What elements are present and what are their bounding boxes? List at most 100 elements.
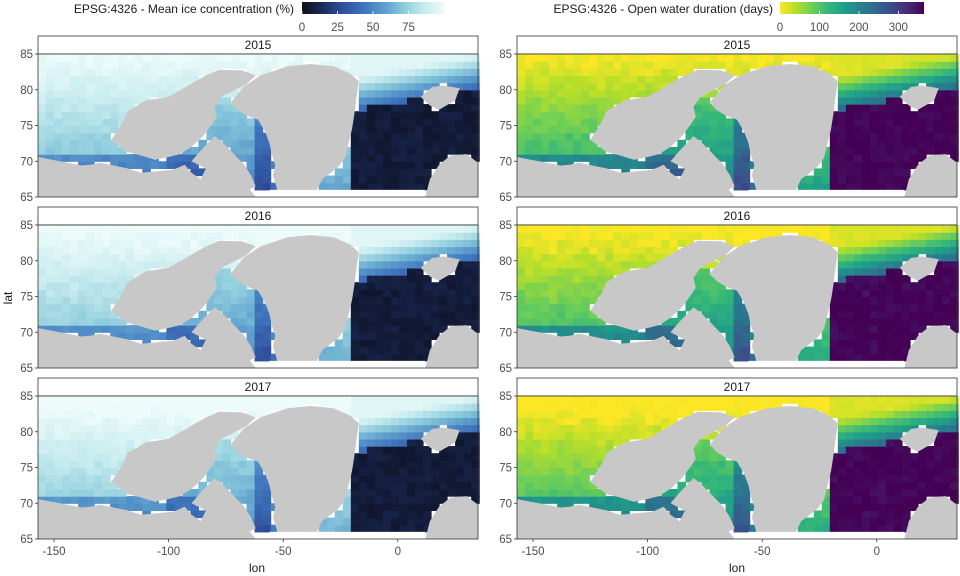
raster-cell (70, 239, 79, 248)
raster-cell (869, 182, 879, 191)
raster-cell (166, 431, 175, 440)
raster-cell (893, 275, 903, 283)
raster-cell (222, 225, 232, 233)
raster-cell (463, 68, 472, 77)
raster-cell (342, 161, 352, 169)
landmass (590, 69, 735, 160)
raster-cell (463, 282, 472, 290)
raster-cell (950, 438, 959, 447)
raster-cell (102, 118, 111, 127)
raster-cell (869, 460, 879, 469)
raster-cell (390, 467, 400, 476)
raster-cell (861, 303, 871, 312)
raster-cell (471, 310, 480, 319)
raster-cell (733, 310, 743, 319)
raster-cell (38, 289, 47, 298)
raster-layer (38, 396, 480, 533)
raster-cell (837, 246, 847, 255)
raster-cell (270, 332, 280, 340)
raster-cell (926, 289, 935, 298)
raster-cell (358, 253, 368, 262)
raster-cell (423, 424, 432, 433)
raster-cell (701, 111, 711, 119)
raster-cell (581, 104, 590, 112)
raster-cell (629, 82, 638, 91)
raster-cell (382, 260, 392, 269)
raster-cell (869, 517, 879, 526)
raster-cell (455, 75, 464, 84)
raster-cell (414, 260, 424, 269)
raster-cell (605, 403, 614, 411)
raster-cell (62, 325, 71, 333)
raster-cell (374, 125, 384, 134)
raster-cell (447, 317, 456, 326)
raster-cell (431, 154, 440, 162)
raster-cell (934, 96, 943, 105)
raster-cell (934, 132, 943, 141)
raster-cell (262, 403, 272, 411)
raster-cell (942, 232, 951, 240)
raster-cell (439, 132, 448, 141)
raster-cell (837, 61, 847, 69)
raster-cell (342, 353, 352, 362)
raster-cell (677, 396, 687, 404)
raster-cell (110, 146, 119, 155)
raster-cell (869, 410, 879, 419)
raster-cell (246, 68, 256, 77)
raster-cell (326, 396, 336, 404)
raster-cell (677, 481, 687, 490)
raster-cell (829, 453, 839, 461)
raster-cell (677, 239, 687, 248)
raster-cell (110, 431, 119, 440)
raster-cell (262, 325, 272, 333)
raster-cell (885, 310, 895, 319)
raster-cell (853, 125, 863, 134)
raster-cell (853, 96, 863, 105)
raster-cell (725, 460, 735, 469)
raster-cell (118, 438, 127, 447)
raster-cell (94, 467, 103, 476)
raster-cell (893, 510, 903, 519)
raster-cell (238, 325, 248, 333)
raster-cell (565, 410, 574, 419)
raster-cell (254, 125, 264, 134)
raster-cell (390, 54, 400, 62)
raster-cell (693, 403, 703, 411)
raster-cell (741, 481, 751, 490)
raster-cell (439, 474, 448, 483)
raster-cell (861, 446, 871, 454)
raster-cell (278, 61, 288, 69)
raster-cell (78, 146, 87, 155)
raster-cell (447, 467, 456, 476)
raster-cell (142, 325, 151, 333)
raster-cell (934, 125, 943, 134)
raster-cell (853, 488, 863, 497)
greenland-landmass (709, 64, 838, 197)
raster-cell (190, 339, 200, 348)
raster-cell (38, 481, 47, 490)
raster-cell (238, 403, 248, 411)
raster-cell (645, 431, 654, 440)
raster-cell (934, 253, 943, 262)
y-tick-label: 85 (499, 49, 512, 61)
raster-cell (78, 139, 87, 148)
raster-cell (661, 54, 670, 62)
raster-cell (374, 267, 384, 276)
raster-cell (254, 68, 264, 77)
raster-cell (525, 246, 534, 255)
raster-cell (653, 325, 662, 333)
raster-cell (230, 310, 240, 319)
raster-cell (46, 438, 55, 447)
raster-cell (406, 496, 416, 504)
land-layer (517, 406, 957, 539)
raster-cell (358, 54, 368, 62)
raster-cell (813, 353, 823, 362)
raster-cell (653, 154, 662, 162)
raster-cell (573, 496, 582, 504)
raster-cell (118, 239, 127, 248)
raster-cell (342, 146, 352, 155)
raster-cell (102, 282, 111, 290)
raster-cell (382, 239, 392, 248)
raster-cell (525, 474, 534, 483)
raster-cell (455, 225, 464, 233)
